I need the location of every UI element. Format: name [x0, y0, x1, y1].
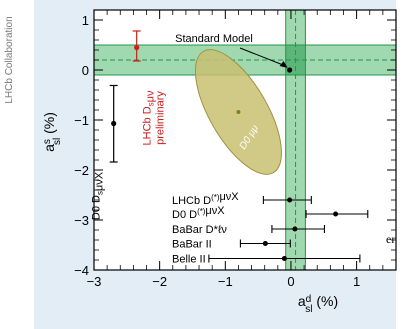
horizontal-data-point: [287, 197, 293, 203]
measurement-label: LHCb D(*)μνX: [172, 191, 239, 207]
horizontal-data-point: [333, 211, 339, 217]
standard-model-arrowhead: [279, 61, 288, 68]
stray-text: er: [386, 232, 396, 246]
watermark-text: LHCb Collaboration: [4, 16, 15, 103]
plot-clipped-group: D0 μμ: [94, 10, 396, 270]
y-tick-label: 0: [82, 63, 89, 78]
standard-model-point: [287, 67, 293, 73]
x-tick-label: 1: [353, 274, 360, 289]
vertical-data-point: [134, 44, 140, 51]
horizontal-data-point: [281, 256, 287, 261]
standard-model-label: Standard Model: [175, 33, 253, 45]
y-tick-label: −3: [74, 213, 89, 228]
y-tick-label: −1: [74, 113, 89, 128]
d0-ds-label: D0 DsμνX: [91, 171, 106, 220]
y-tick-label: −2: [74, 163, 89, 178]
y-tick-label: −4: [74, 263, 89, 278]
horizontal-data-point: [292, 226, 298, 232]
measurement-label: BaBar II: [172, 239, 212, 251]
x-tick-label: −1: [218, 274, 233, 289]
vertical-data-point: [111, 120, 117, 127]
lhcb-ds-label: LHCb Dsμν: [142, 90, 157, 145]
x-axis-label: ad sl (%): [298, 293, 338, 315]
lhcb-preliminary-label: preliminary: [155, 91, 167, 145]
horizontal-data-point: [262, 241, 268, 246]
d0-mumu-center: [236, 110, 241, 114]
measurement-label: BaBar D*ℓν: [172, 224, 227, 236]
x-tick-label: −2: [152, 274, 167, 289]
measurement-label: D0 D(*)μνX: [172, 205, 225, 221]
standard-model-arrow: [239, 47, 286, 67]
measurement-label: Belle II: [172, 254, 206, 266]
x-tick-label: 0: [287, 274, 294, 289]
y-axis-label: assl (%): [41, 112, 63, 152]
x-tick-label: −3: [87, 274, 102, 289]
y-tick-label: 1: [82, 13, 89, 28]
